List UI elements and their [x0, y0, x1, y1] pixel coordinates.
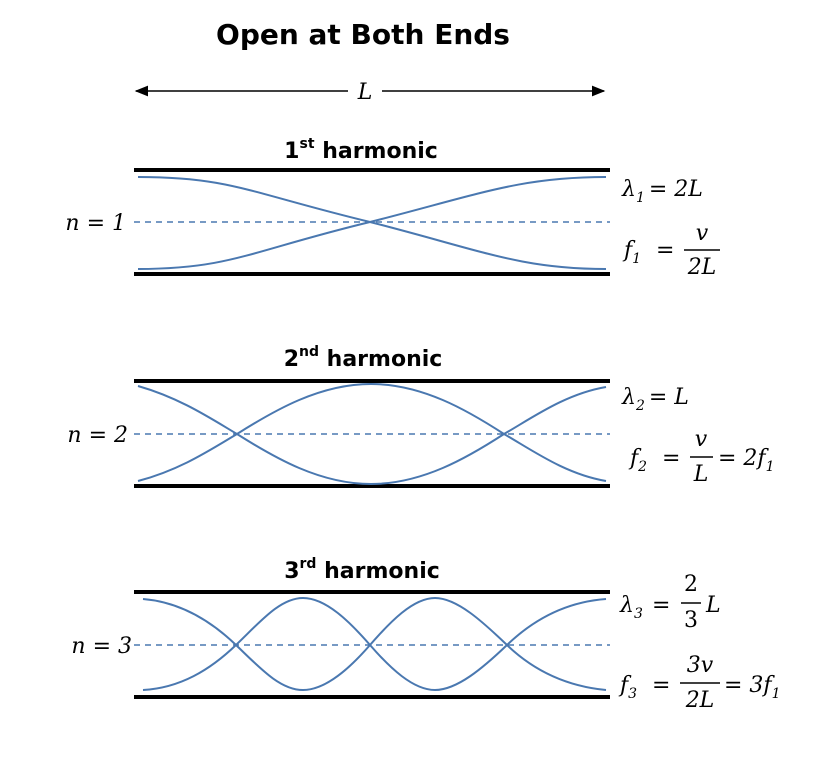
mode-number-label: n = 3	[71, 634, 132, 659]
wavelength-formula: λ1 = 2L	[621, 177, 703, 206]
svg-text:=: =	[656, 238, 674, 263]
fraction-numerator: 3v	[687, 653, 714, 678]
svg-text:f2: f2	[628, 446, 647, 475]
length-label: L	[357, 80, 373, 105]
wavelength-formula: λ2 = L	[621, 385, 689, 414]
diagram-title: Open at Both Ends	[216, 18, 510, 51]
harmonic-1-panel: 1st harmonic n = 1 λ1 = 2L f1 = v 2L	[65, 136, 720, 280]
mode-number-label: n = 2	[67, 423, 128, 448]
harmonic-1-title: 1st harmonic	[284, 136, 438, 164]
frequency-formula: f3 = 3v 2L = 3f1	[618, 653, 781, 713]
harmonic-2-title: 2nd harmonic	[284, 344, 443, 372]
mode-number-label: n = 1	[65, 211, 126, 236]
svg-text:λ3: λ3	[619, 593, 643, 622]
standing-wave-upper	[142, 596, 607, 692]
standing-wave-lower	[142, 596, 607, 692]
fraction-denominator: 2L	[685, 688, 715, 713]
length-indicator: L	[134, 80, 606, 105]
fraction-denominator: 2L	[687, 255, 717, 280]
svg-text:L: L	[705, 593, 721, 618]
wavelength-formula: λ3 = 2 3 L	[619, 572, 721, 633]
svg-text:=: =	[662, 446, 680, 471]
standing-wave-upper	[137, 385, 607, 486]
fraction-denominator: L	[693, 462, 709, 487]
standing-wave-lower	[137, 176, 607, 270]
svg-text:f3: f3	[618, 673, 637, 702]
harmonic-2-panel: 2nd harmonic n = 2 λ2 = L f2 = v L = 2f1	[67, 344, 775, 488]
standing-wave-lower	[137, 382, 607, 482]
svg-text:f1: f1	[622, 238, 641, 267]
standing-wave-upper	[137, 176, 607, 270]
fraction-numerator: v	[696, 221, 709, 246]
harmonic-3-panel: 3rd harmonic n = 3 λ3 = 2 3 L f3 = 3v 2L…	[71, 556, 780, 713]
frequency-tail: = 3f1	[724, 673, 781, 702]
fraction-numerator: 2	[684, 572, 698, 597]
fraction-denominator: 3	[684, 608, 698, 633]
harmonic-3-title: 3rd harmonic	[284, 556, 440, 584]
frequency-formula: f1 = v 2L	[622, 221, 720, 280]
frequency-formula: f2 = v L = 2f1	[628, 427, 775, 487]
svg-text:=: =	[652, 673, 670, 698]
fraction-numerator: v	[695, 427, 708, 452]
frequency-tail: = 2f1	[718, 446, 775, 475]
svg-text:=: =	[652, 593, 670, 618]
